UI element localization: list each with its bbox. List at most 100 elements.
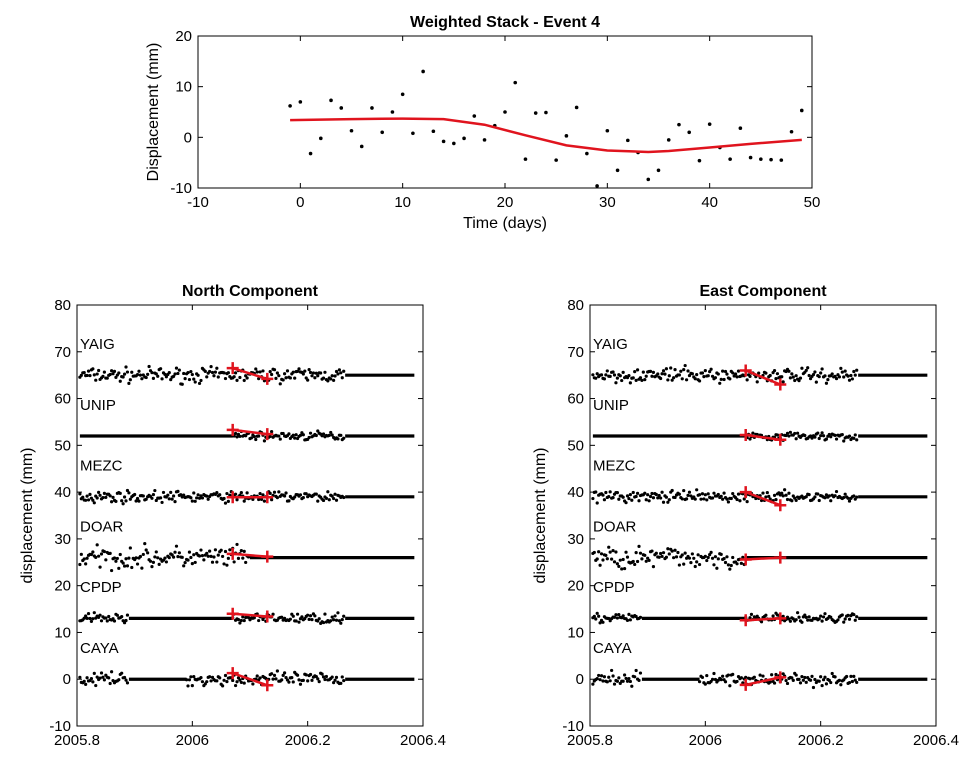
station-point — [850, 679, 854, 684]
station-point — [796, 431, 800, 435]
station-fit-marker — [774, 551, 787, 564]
station-point — [680, 377, 684, 381]
data-point — [564, 134, 569, 138]
station-point — [819, 434, 823, 438]
station-point — [112, 369, 117, 373]
station-point — [110, 670, 114, 674]
station-point — [293, 376, 297, 380]
station-point — [764, 613, 768, 617]
station-point — [855, 680, 859, 685]
station-point — [115, 556, 119, 561]
station-point — [280, 678, 284, 682]
station-point — [99, 619, 104, 623]
station-point — [806, 366, 810, 370]
station-point — [764, 495, 768, 499]
station-point — [141, 494, 145, 498]
data-point — [646, 177, 651, 182]
station-point — [275, 669, 279, 673]
station-point — [846, 496, 850, 500]
station-point — [290, 675, 294, 680]
station-point — [607, 675, 611, 679]
station-point — [235, 680, 239, 684]
station-point — [82, 679, 86, 683]
station-point — [189, 675, 193, 679]
station-point — [339, 621, 343, 625]
station-point — [829, 435, 833, 439]
station-point — [823, 496, 827, 500]
station-point — [627, 676, 631, 681]
station-point — [82, 557, 86, 561]
station-point — [270, 430, 274, 434]
station-point — [634, 668, 638, 673]
station-point — [112, 619, 117, 623]
station-label: MEZC — [80, 458, 123, 475]
chart-title: North Component — [182, 283, 319, 300]
station-point — [277, 490, 281, 494]
station-point — [709, 367, 713, 371]
data-point — [390, 110, 395, 114]
x-tick-label: 2005.8 — [54, 732, 100, 749]
station-point — [628, 381, 632, 385]
station-point — [664, 495, 669, 499]
station-point — [176, 371, 180, 376]
data-point — [523, 157, 528, 161]
station-point — [208, 369, 212, 374]
station-point — [614, 613, 618, 617]
station-point — [772, 681, 777, 685]
station-point — [78, 492, 82, 496]
station-point — [754, 496, 758, 501]
station-point — [196, 493, 200, 497]
station-point — [242, 378, 246, 383]
station-point — [813, 435, 817, 439]
station-caya: CAYA — [591, 640, 928, 691]
x-tick-label: 30 — [599, 194, 616, 211]
station-point — [213, 370, 217, 374]
x-tick-label: 40 — [701, 194, 718, 211]
station-point — [682, 488, 686, 493]
station-point — [650, 374, 654, 378]
station-point — [291, 433, 295, 437]
station-point — [660, 372, 664, 376]
station-point — [816, 431, 820, 435]
station-point — [842, 620, 846, 624]
station-point — [625, 618, 630, 623]
station-point — [225, 563, 229, 567]
station-point — [814, 380, 818, 384]
station-point — [591, 373, 595, 377]
station-point — [715, 566, 719, 570]
y-tick-label: 60 — [567, 391, 584, 408]
station-point — [611, 548, 615, 553]
station-point — [244, 560, 248, 565]
station-point — [794, 498, 798, 503]
station-point — [97, 554, 101, 558]
station-point — [332, 496, 336, 501]
station-unip: UNIP — [79, 397, 415, 443]
station-point — [618, 374, 622, 378]
station-point — [326, 379, 330, 383]
station-point — [111, 495, 115, 499]
station-point — [114, 375, 118, 379]
station-point — [177, 368, 181, 372]
station-point — [159, 496, 163, 500]
station-point — [336, 372, 340, 376]
station-point — [304, 492, 308, 496]
station-point — [725, 497, 729, 501]
station-point — [193, 380, 197, 384]
x-axis-label: Time (days) — [463, 215, 547, 232]
station-point — [772, 493, 777, 498]
station-point — [684, 378, 689, 382]
station-point — [806, 618, 810, 622]
station-point — [180, 555, 184, 559]
station-point — [213, 548, 217, 552]
station-point — [208, 549, 212, 553]
y-tick-label: 40 — [54, 484, 71, 501]
station-point — [621, 557, 625, 562]
station-point — [829, 680, 833, 685]
station-point — [153, 555, 157, 559]
station-point — [88, 616, 92, 621]
station-point — [271, 612, 275, 616]
station-point — [735, 497, 739, 502]
station-point — [829, 615, 833, 619]
station-point — [272, 673, 277, 677]
station-point — [186, 684, 190, 688]
